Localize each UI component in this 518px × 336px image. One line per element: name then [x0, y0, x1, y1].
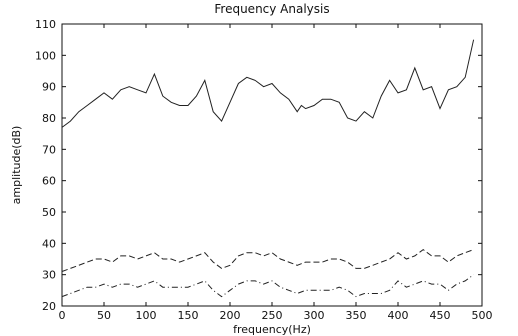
plot-frame	[61, 23, 483, 307]
x-tick-label: 400	[388, 309, 409, 322]
y-tick-label: 70	[42, 143, 56, 156]
x-tick-label: 250	[262, 309, 283, 322]
y-tick-label: 50	[42, 206, 56, 219]
y-tick-label: 90	[42, 81, 56, 94]
x-tick-label: 100	[136, 309, 157, 322]
series-dashed-line	[61, 248, 474, 272]
y-tick-label: 110	[35, 18, 56, 31]
y-axis: 20 30 40 50 60 70 80 90 100 110	[35, 18, 482, 313]
x-axis-title: frequency(Hz)	[233, 323, 311, 336]
x-tick-label: 200	[220, 309, 241, 322]
series-layer	[61, 39, 475, 298]
chart-title: Frequency Analysis	[214, 2, 329, 16]
x-tick-label: 0	[59, 309, 66, 322]
x-tick-label: 50	[97, 309, 111, 322]
series-dashdot-line	[61, 274, 474, 298]
x-tick-label: 300	[304, 309, 325, 322]
y-axis-title: amplitude(dB)	[10, 126, 23, 205]
x-tick-label: 500	[472, 309, 493, 322]
y-tick-label: 30	[42, 269, 56, 282]
y-tick-label: 100	[35, 49, 56, 62]
series-solid-line	[61, 39, 475, 128]
x-tick-label: 450	[430, 309, 451, 322]
y-tick-label: 40	[42, 237, 56, 250]
y-tick-label: 60	[42, 175, 56, 188]
x-tick-label: 150	[178, 309, 199, 322]
y-tick-label: 20	[42, 300, 56, 313]
y-tick-label: 80	[42, 112, 56, 125]
x-axis: 0 50 100 150 200 250 300 350 400 450 500	[59, 24, 493, 322]
x-tick-label: 350	[346, 309, 367, 322]
